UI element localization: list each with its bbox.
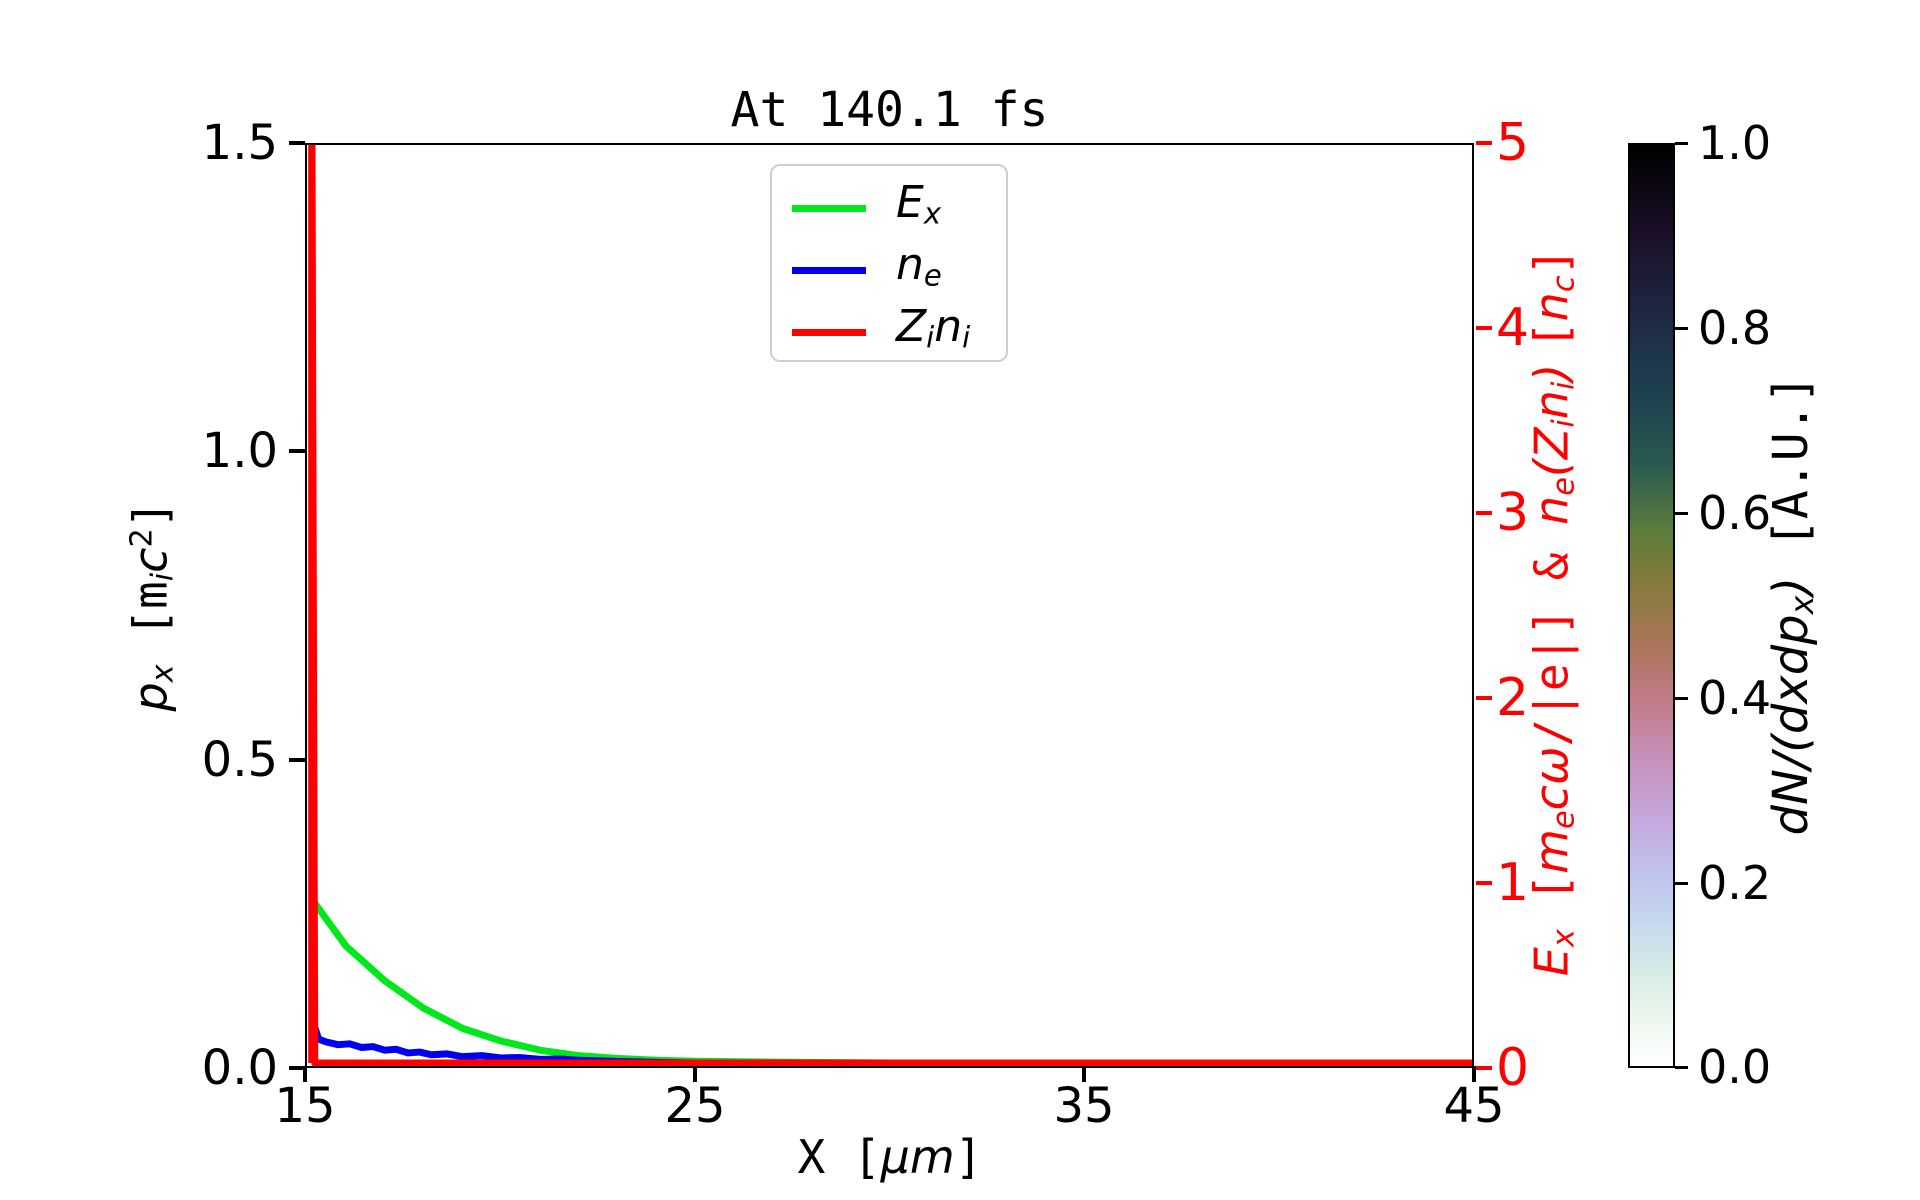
right-tick-label: 2 (1496, 668, 1530, 728)
legend-item-Zini: Zini (792, 304, 970, 354)
y-tick-0p0 (289, 1066, 305, 1070)
y-tick-0p5 (289, 758, 305, 762)
chart-curves (308, 145, 1472, 1066)
y-tick-1p0 (289, 449, 305, 453)
right-tick-2 (1476, 696, 1492, 700)
legend-item-Ex: Ex (792, 180, 941, 230)
colorbar-gradient (1628, 143, 1675, 1068)
right-tick-label: 1 (1496, 853, 1530, 913)
right-tick-3 (1476, 511, 1492, 515)
colorbar-label: dN/(dxdpx) [A.U.] (1763, 374, 1821, 836)
series-E_x (311, 899, 1472, 1066)
x-tick-label: 15 (274, 1078, 336, 1134)
colorbar-tick-label: 0.2 (1698, 856, 1772, 910)
right-tick-0 (1476, 1066, 1492, 1070)
right-tick-5 (1476, 141, 1492, 145)
x-tick-label: 35 (1053, 1078, 1115, 1134)
plot-area (305, 143, 1474, 1068)
y-tick-label: 0.5 (201, 732, 278, 788)
y-tick-label: 1.0 (201, 423, 278, 479)
colorbar-tick (1675, 1066, 1688, 1069)
colorbar-tick-label: 0.0 (1698, 1040, 1772, 1094)
x-tick-label: 25 (664, 1078, 726, 1134)
colorbar-tick-label: 0.6 (1698, 486, 1772, 540)
colorbar-tick (1675, 327, 1688, 330)
x-tick-35 (1082, 1066, 1086, 1082)
y-axis-label-right: Ex [mecω/|e|] & ne(Zini) [nc] (1524, 247, 1582, 977)
right-tick-1 (1476, 881, 1492, 885)
series-n_e (308, 1021, 1472, 1066)
x-tick-25 (693, 1066, 697, 1082)
y-tick-label: 1.5 (201, 115, 278, 171)
y-axis-label-left: px [mic2] (123, 500, 181, 712)
y-tick-label: 0.0 (201, 1040, 278, 1096)
x-tick-label: 45 (1443, 1078, 1505, 1134)
legend-label: Ex (896, 176, 941, 231)
x-tick-15 (303, 1066, 307, 1082)
x-tick-45 (1472, 1066, 1476, 1082)
colorbar-tick-label: 0.4 (1698, 671, 1772, 725)
right-tick-label: 5 (1496, 113, 1530, 173)
legend-label: Zini (896, 300, 971, 355)
y-tick-1p5 (289, 141, 305, 145)
x-axis-label: X [μm] (797, 1130, 983, 1184)
legend-line-green (792, 204, 866, 212)
right-tick-label: 0 (1496, 1038, 1530, 1098)
right-tick-label: 3 (1496, 483, 1530, 543)
series-Z_i_n_i (308, 145, 1472, 1066)
colorbar-tick (1675, 882, 1688, 885)
colorbar-tick-label: 1.0 (1698, 116, 1772, 170)
right-tick-4 (1476, 326, 1492, 330)
colorbar-tick (1675, 697, 1688, 700)
legend: Ex ne Zini (770, 164, 1008, 362)
colorbar-tick (1675, 512, 1688, 515)
colorbar-tick (1675, 142, 1688, 145)
legend-item-ne: ne (792, 242, 942, 292)
colorbar-tick-label: 0.8 (1698, 301, 1772, 355)
legend-line-blue (792, 266, 866, 274)
legend-line-red (792, 328, 866, 336)
legend-label: ne (896, 238, 942, 293)
plot-title: At 140.1 fs (730, 82, 1049, 138)
right-tick-label: 4 (1496, 298, 1530, 358)
